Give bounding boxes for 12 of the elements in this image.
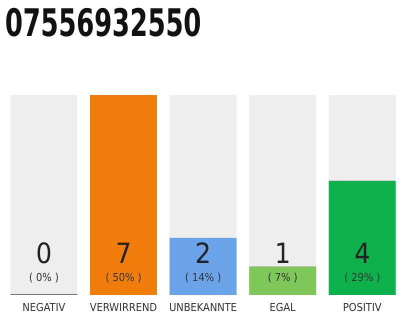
data-label: 2 ( 14% ) xyxy=(185,237,222,284)
x-tick-label: NEGATIV xyxy=(22,300,66,314)
data-label: 4 ( 29% ) xyxy=(344,237,380,284)
chart-title: 07556932550 xyxy=(5,0,202,46)
x-tick-label: POSITIV xyxy=(342,300,382,314)
bar xyxy=(249,266,316,295)
data-label: 0 ( 0% ) xyxy=(29,237,59,284)
x-tick-label: UNBEKANNTE xyxy=(169,300,237,314)
x-tick-label: VERWIRREND xyxy=(90,300,158,314)
x-tick-label: EGAL xyxy=(270,300,296,314)
data-label: 7 ( 50% ) xyxy=(105,237,142,284)
data-label: 1 ( 7% ) xyxy=(268,237,298,284)
